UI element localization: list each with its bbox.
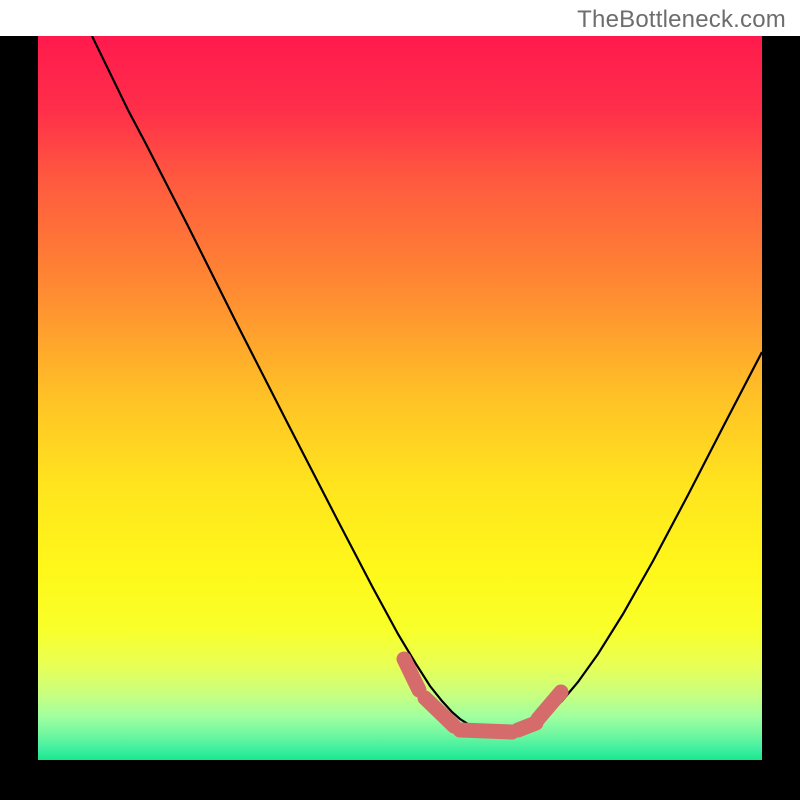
bottleneck-curve-chart xyxy=(38,36,762,760)
plot-area xyxy=(38,36,762,760)
chart-container: TheBottleneck.com xyxy=(0,0,800,800)
valley-highlight-segment xyxy=(460,730,512,732)
watermark-label: TheBottleneck.com xyxy=(577,6,786,34)
